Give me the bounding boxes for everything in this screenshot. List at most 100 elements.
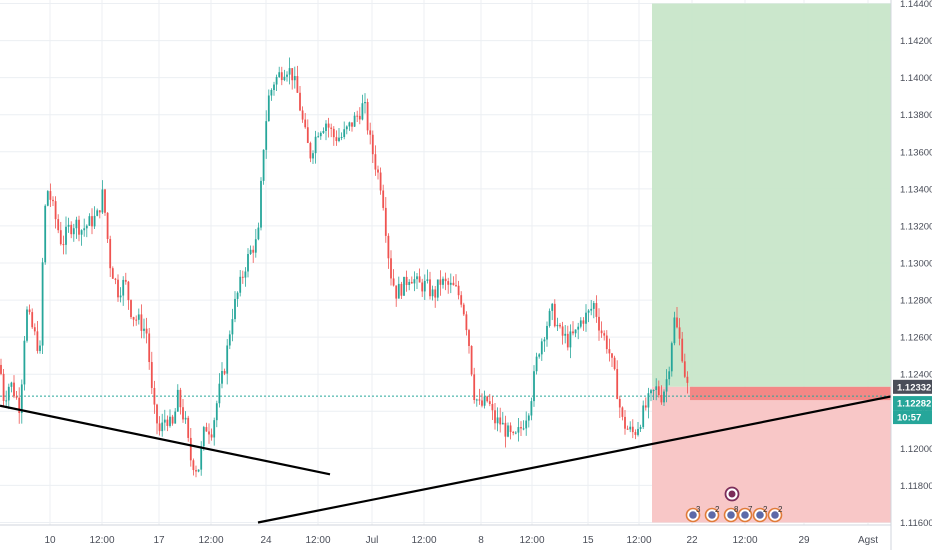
- candle-body: [379, 172, 382, 191]
- y-tick-label: 1.14000: [900, 73, 932, 84]
- candle-body: [616, 369, 619, 399]
- candle-body: [613, 357, 616, 370]
- current-price-label: 1.12282: [897, 399, 931, 410]
- candle-body: [91, 216, 93, 227]
- candle-body: [286, 74, 288, 77]
- y-tick-label: 1.11800: [900, 481, 932, 492]
- axes: [0, 0, 892, 550]
- candle-body: [488, 401, 491, 404]
- x-tick-label: 12:00: [89, 535, 114, 546]
- candle-body: [213, 420, 216, 438]
- candle-body: [221, 371, 223, 384]
- candle-body: [421, 282, 424, 292]
- candle-body: [104, 189, 106, 213]
- candle-body: [75, 219, 78, 229]
- candle-body: [202, 427, 205, 447]
- candle-body: [660, 395, 663, 403]
- candle-body: [657, 386, 660, 396]
- candle-body: [278, 72, 281, 77]
- candle-body: [566, 333, 569, 348]
- x-tick-label: 17: [153, 535, 165, 546]
- candle-body: [608, 349, 611, 354]
- candle-body: [678, 327, 681, 339]
- candle-body: [543, 339, 546, 342]
- candle-body: [153, 387, 156, 405]
- bar-countdown-label-box: [893, 410, 932, 425]
- entry-price-label-box: [893, 379, 932, 394]
- candle-body: [15, 396, 18, 398]
- candle-body: [145, 328, 148, 334]
- candle-body: [132, 317, 135, 320]
- y-tick-label: 1.11600: [900, 518, 932, 529]
- candle-body: [257, 227, 260, 240]
- candle-body: [10, 382, 13, 387]
- candle-body: [143, 328, 145, 331]
- candle-body: [171, 416, 174, 424]
- trendline-ascending[interactable]: [257, 395, 892, 524]
- candle-body: [416, 276, 418, 280]
- entry-band: [690, 386, 891, 401]
- candle-body: [585, 312, 587, 324]
- candle-body: [629, 426, 632, 430]
- candle-body: [369, 130, 372, 135]
- candle-body: [647, 393, 650, 408]
- candle-body: [158, 423, 161, 432]
- x-tick-label: 12:00: [626, 535, 651, 546]
- candle-body: [319, 132, 322, 137]
- candle-body: [189, 437, 192, 461]
- candle-body: [457, 285, 460, 296]
- candle-body: [559, 324, 561, 327]
- event-marker-count: 3: [696, 505, 701, 514]
- x-tick-label: 29: [798, 535, 810, 546]
- position-zones: [0, 3, 891, 523]
- price-labels: 1.12332 1.12282 10:57: [893, 379, 932, 425]
- candle-body: [249, 249, 252, 255]
- y-tick-label: 1.12600: [900, 333, 932, 344]
- candle-body: [247, 254, 249, 272]
- candle-body: [668, 371, 671, 380]
- candle-body: [72, 228, 75, 235]
- candle-body: [330, 127, 333, 129]
- candle-body: [392, 278, 395, 286]
- candle-body: [231, 319, 234, 335]
- candle-body: [366, 101, 369, 131]
- candle-body: [452, 282, 455, 286]
- candle-body: [621, 407, 624, 417]
- candle-body: [67, 224, 70, 227]
- candle-body: [54, 201, 57, 220]
- candle-body: [603, 333, 606, 336]
- x-tick-label: 24: [260, 535, 272, 546]
- candle-body: [577, 326, 580, 330]
- candle-body: [327, 123, 330, 128]
- candle-body: [161, 422, 164, 432]
- candle-body: [275, 76, 278, 85]
- y-tick-label: 1.13800: [900, 110, 932, 121]
- candle-body: [338, 137, 340, 142]
- target-zone: [652, 3, 891, 387]
- candle-body: [215, 403, 218, 421]
- candle-body: [117, 279, 119, 298]
- candle-body: [514, 432, 517, 434]
- trendlines[interactable]: [0, 395, 892, 524]
- candle-body: [179, 389, 182, 408]
- candle-body: [382, 190, 385, 208]
- trendline-descending[interactable]: [0, 404, 331, 476]
- x-tick-label: 12:00: [519, 535, 544, 546]
- candle-body: [127, 281, 130, 301]
- candle-body: [556, 324, 559, 327]
- candle-body: [241, 276, 244, 278]
- candle-body: [592, 303, 595, 309]
- candle-body: [200, 446, 203, 470]
- candle-body: [135, 319, 138, 321]
- candle-body: [642, 405, 645, 428]
- candle-body: [267, 95, 270, 122]
- candle-body: [527, 415, 530, 421]
- candle-body: [187, 417, 190, 438]
- candle-body: [52, 199, 54, 202]
- candle-body: [88, 216, 91, 226]
- x-tick-label: 12:00: [305, 535, 330, 546]
- candle-body: [501, 422, 504, 425]
